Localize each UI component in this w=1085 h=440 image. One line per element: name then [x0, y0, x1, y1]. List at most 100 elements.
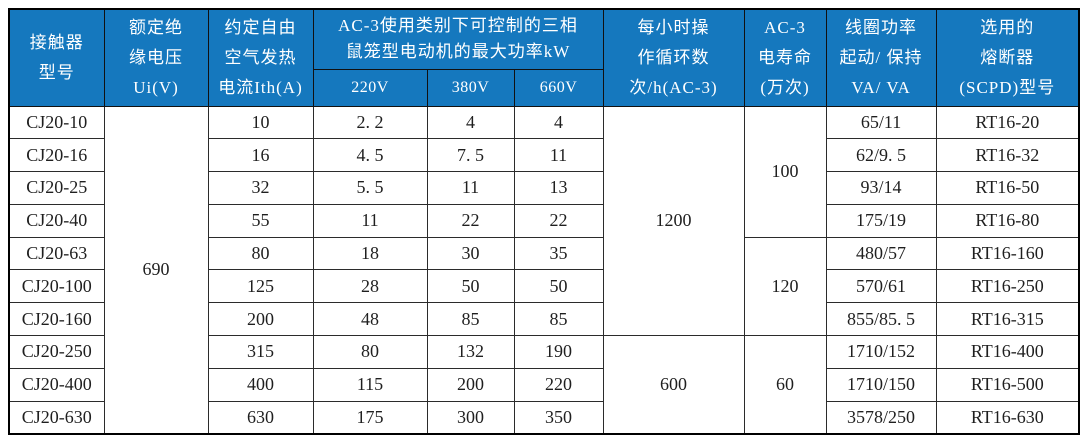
cell-coil-power: 93/14	[825, 171, 937, 205]
contactor-spec-table: 接触器 型号 额定绝 缘电压 Ui(V) 约定自由 空气发热 电流Ith(A) …	[8, 8, 1081, 435]
cell-coil-power: 1710/152	[825, 335, 937, 369]
cell-power-220v: 175	[312, 400, 428, 435]
cell-power-380v: 200	[426, 367, 515, 402]
cell-power-220v: 80	[312, 335, 428, 369]
cell-power-220v: 4. 5	[312, 138, 428, 173]
cell-fuse-type: RT16-32	[935, 138, 1080, 173]
cell-power-660v: 35	[513, 236, 604, 271]
cell-power-660v: 85	[513, 302, 604, 337]
table-row: CJ20-100 125 28 50 50 570/61 RT16-250	[8, 269, 1080, 304]
cell-thermal-current: 400	[207, 367, 314, 402]
cell-coil-power: 62/9. 5	[825, 138, 937, 173]
cell-thermal-current: 80	[207, 236, 314, 271]
header-coil-power: 线圈功率 起动/ 保持 VA/ VA	[825, 8, 937, 107]
cell-power-380v: 300	[426, 400, 515, 435]
cell-power-660v: 220	[513, 367, 604, 402]
cell-power-660v: 4	[513, 105, 604, 140]
cell-power-380v: 30	[426, 236, 515, 271]
cell-fuse-type: RT16-20	[935, 105, 1080, 140]
cell-coil-power: 855/85. 5	[825, 302, 937, 337]
cell-power-380v: 11	[426, 171, 515, 205]
cell-model: CJ20-160	[8, 302, 105, 337]
spec-table-body: CJ20-10 690 10 2. 2 4 4 1200 100 65/11 RT16-20 CJ2…	[8, 105, 1080, 435]
cell-model: CJ20-400	[8, 367, 105, 402]
cell-thermal-current: 125	[207, 269, 314, 304]
header-220v: 220V	[312, 68, 428, 107]
cell-fuse-type: RT16-50	[935, 171, 1080, 205]
table-row: CJ20-16 16 4. 5 7. 5 11 62/9. 5 RT16-32	[8, 138, 1080, 173]
table-row: CJ20-400 400 115 200 220 1710/150 RT16-500	[8, 367, 1080, 402]
cell-model: CJ20-630	[8, 400, 105, 435]
contactor-spec-table-container: 接触器 型号 额定绝 缘电压 Ui(V) 约定自由 空气发热 电流Ith(A) …	[8, 8, 1081, 435]
cell-coil-power: 480/57	[825, 236, 937, 271]
table-row: CJ20-160 200 48 85 85 855/85. 5 RT16-315	[8, 302, 1080, 337]
header-electrical-life: AC-3 电寿命 (万次)	[743, 8, 827, 107]
cell-thermal-current: 200	[207, 302, 314, 337]
header-row-1: 接触器 型号 额定绝 缘电压 Ui(V) 约定自由 空气发热 电流Ith(A) …	[8, 8, 1080, 107]
header-660v: 660V	[513, 68, 604, 107]
header-cycles-per-hour: 每小时操 作循环数 次/h(AC-3)	[602, 8, 745, 107]
cell-model: CJ20-40	[8, 203, 105, 238]
cell-power-380v: 132	[426, 335, 515, 369]
cell-power-660v: 22	[513, 203, 604, 238]
cell-power-220v: 115	[312, 367, 428, 402]
cell-thermal-current: 10	[207, 105, 314, 140]
cell-thermal-current: 32	[207, 171, 314, 205]
cell-coil-power: 65/11	[825, 105, 937, 140]
header-fuse-type: 选用的 熔断器 (SCPD)型号	[935, 8, 1080, 107]
header-thermal-current: 约定自由 空气发热 电流Ith(A)	[207, 8, 314, 107]
spec-table-header: 接触器 型号 额定绝 缘电压 Ui(V) 约定自由 空气发热 电流Ith(A) …	[8, 8, 1080, 107]
header-model: 接触器 型号	[8, 8, 105, 107]
cell-cycles-per-hour: 600	[602, 335, 745, 435]
cell-power-220v: 11	[312, 203, 428, 238]
cell-fuse-type: RT16-630	[935, 400, 1080, 435]
cell-thermal-current: 315	[207, 335, 314, 369]
cell-electrical-life: 120	[743, 236, 827, 337]
header-row-2: 220V 380V 660V	[9, 68, 1079, 107]
cell-insulation-voltage: 690	[103, 105, 209, 435]
cell-coil-power: 175/19	[825, 203, 937, 238]
cell-fuse-type: RT16-400	[935, 335, 1080, 369]
cell-model: CJ20-25	[8, 171, 105, 205]
cell-coil-power: 1710/150	[825, 367, 937, 402]
table-row: CJ20-40 55 11 22 22 175/19 RT16-80	[8, 203, 1080, 238]
cell-power-380v: 7. 5	[426, 138, 515, 173]
cell-thermal-current: 16	[207, 138, 314, 173]
cell-power-660v: 11	[513, 138, 604, 173]
cell-power-660v: 190	[513, 335, 604, 369]
cell-power-380v: 22	[426, 203, 515, 238]
cell-fuse-type: RT16-80	[935, 203, 1080, 238]
table-row: CJ20-10 690 10 2. 2 4 4 1200 100 65/11 RT16-20	[8, 105, 1080, 435]
cell-electrical-life: 60	[743, 335, 827, 435]
table-row: CJ20-630 630 175 300 350 3578/250 RT16-630	[8, 400, 1080, 435]
cell-fuse-type: RT16-315	[935, 302, 1080, 337]
cell-power-380v: 4	[426, 105, 515, 140]
table-row: CJ20-250 315 80 132 190 600 60 1710/152 RT16-400	[8, 335, 1080, 435]
cell-model: CJ20-10	[8, 105, 105, 140]
cell-power-660v: 350	[513, 400, 604, 435]
cell-fuse-type: RT16-160	[935, 236, 1080, 271]
cell-power-660v: 13	[513, 171, 604, 205]
header-380v: 380V	[426, 68, 515, 107]
cell-power-380v: 50	[426, 269, 515, 304]
cell-power-380v: 85	[426, 302, 515, 337]
header-insulation-voltage: 额定绝 缘电压 Ui(V)	[103, 8, 209, 107]
cell-coil-power: 570/61	[825, 269, 937, 304]
cell-fuse-type: RT16-250	[935, 269, 1080, 304]
cell-power-220v: 5. 5	[312, 171, 428, 205]
cell-power-220v: 28	[312, 269, 428, 304]
cell-power-220v: 18	[312, 236, 428, 271]
cell-model: CJ20-63	[8, 236, 105, 271]
cell-model: CJ20-250	[8, 335, 105, 369]
cell-cycles-per-hour: 1200	[602, 105, 745, 337]
cell-fuse-type: RT16-500	[935, 367, 1080, 402]
cell-power-220v: 2. 2	[312, 105, 428, 140]
cell-electrical-life: 100	[743, 105, 827, 238]
cell-thermal-current: 630	[207, 400, 314, 435]
cell-power-660v: 50	[513, 269, 604, 304]
table-row: CJ20-63 80 18 30 35 120 480/57 RT16-160	[8, 236, 1080, 337]
table-row: CJ20-25 32 5. 5 11 13 93/14 RT16-50	[8, 171, 1080, 205]
cell-coil-power: 3578/250	[825, 400, 937, 435]
cell-thermal-current: 55	[207, 203, 314, 238]
header-ac3-power-group: AC-3使用类别下可控制的三相 鼠笼型电动机的最大功率kW	[312, 8, 604, 70]
